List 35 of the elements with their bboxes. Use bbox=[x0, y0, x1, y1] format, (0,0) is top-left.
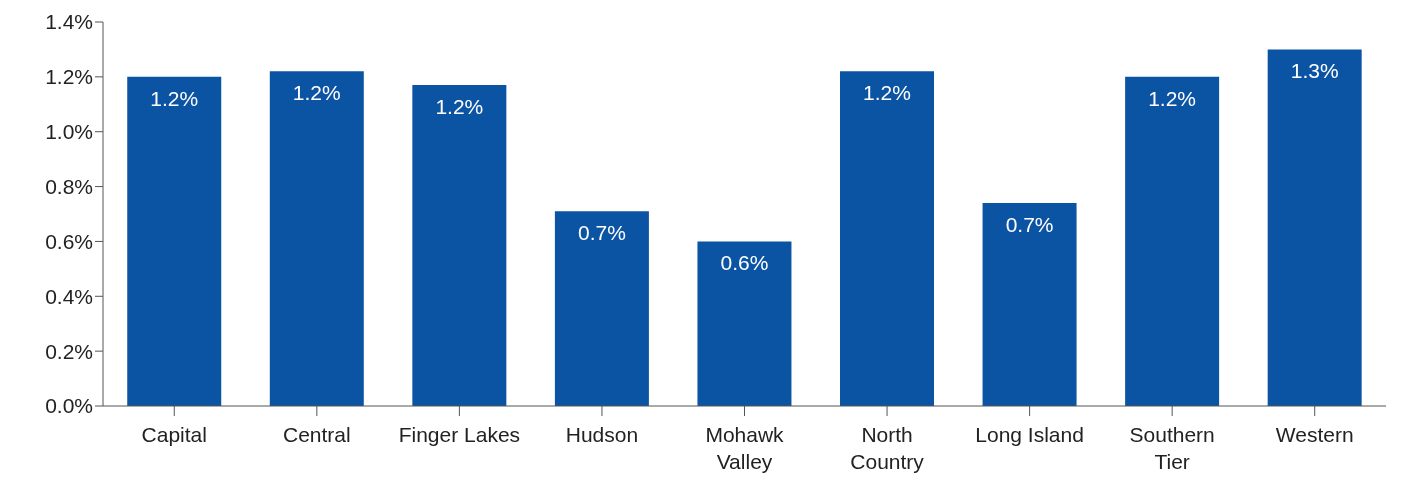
y-tick-label: 0.4% bbox=[45, 284, 93, 308]
bar bbox=[1267, 49, 1362, 406]
data-label: 0.6% bbox=[720, 251, 769, 275]
y-tick-label: 0.6% bbox=[45, 229, 93, 253]
y-tick-label: 0.0% bbox=[45, 394, 93, 418]
y-tick-label: 1.0% bbox=[45, 120, 93, 144]
bar bbox=[412, 85, 507, 406]
x-tick-label: Hudson bbox=[565, 423, 639, 446]
bar bbox=[1125, 76, 1220, 406]
bar bbox=[982, 203, 1077, 406]
data-label: 1.2% bbox=[863, 81, 911, 105]
data-label: 0.7% bbox=[577, 221, 626, 245]
x-tick-label: Long Island bbox=[975, 423, 1084, 446]
bar bbox=[269, 71, 364, 406]
y-tick-label: 1.2% bbox=[45, 65, 93, 89]
x-tick-label: Finger Lakes bbox=[398, 423, 521, 446]
x-tick-label: North Country bbox=[850, 423, 925, 473]
y-tick-label: 0.2% bbox=[45, 339, 93, 363]
x-tick-label: Capital bbox=[141, 423, 207, 446]
x-tick-label: Mohawk Valley bbox=[705, 423, 785, 473]
data-label: 1.2% bbox=[435, 95, 484, 118]
bar bbox=[697, 241, 792, 406]
bar bbox=[840, 71, 935, 406]
data-label: 1.2% bbox=[292, 81, 341, 105]
x-tick-label: Southern Tier bbox=[1129, 423, 1215, 473]
data-label: 1.2% bbox=[1148, 86, 1197, 110]
data-label: 1.2% bbox=[150, 86, 199, 110]
y-tick-label: 0.8% bbox=[45, 175, 93, 199]
y-tick-label: 1.4% bbox=[45, 10, 93, 34]
data-label: 1.3% bbox=[1290, 59, 1339, 83]
bar bbox=[554, 211, 649, 406]
data-label: 0.7% bbox=[1005, 212, 1054, 236]
bar bbox=[127, 76, 222, 406]
x-tick-label: Western bbox=[1275, 423, 1354, 446]
x-tick-label: Central bbox=[282, 423, 351, 446]
